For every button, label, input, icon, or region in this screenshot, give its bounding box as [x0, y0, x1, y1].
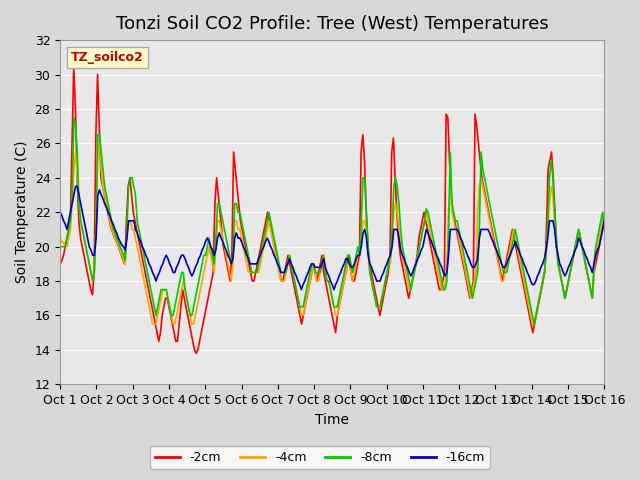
- X-axis label: Time: Time: [316, 413, 349, 427]
- Legend: -2cm, -4cm, -8cm, -16cm: -2cm, -4cm, -8cm, -16cm: [150, 446, 490, 469]
- Title: Tonzi Soil CO2 Profile: Tree (West) Temperatures: Tonzi Soil CO2 Profile: Tree (West) Temp…: [116, 15, 548, 33]
- Y-axis label: Soil Temperature (C): Soil Temperature (C): [15, 141, 29, 284]
- Text: TZ_soilco2: TZ_soilco2: [71, 51, 144, 64]
